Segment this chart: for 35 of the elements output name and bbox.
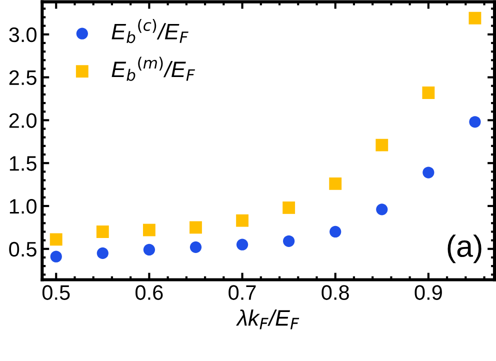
point <box>422 166 434 178</box>
point <box>469 116 481 128</box>
x-tick-label: 0.5 <box>42 285 70 300</box>
legend-label: E$_{b}$$^{(m)}$/E$_{F}$ <box>112 56 196 81</box>
y-tick-label: 1.0 <box>10 198 36 214</box>
x-tick-label: 0.6 <box>136 285 163 300</box>
point <box>282 201 296 214</box>
point <box>190 241 202 253</box>
point <box>96 226 109 238</box>
point <box>142 224 156 236</box>
point <box>143 244 156 256</box>
point <box>329 177 342 190</box>
point <box>376 138 388 152</box>
annotation: (a) <box>448 234 482 264</box>
x-axis-title: λk$_{F}$/E$_{F}$ <box>236 309 300 330</box>
point <box>236 238 248 250</box>
y-tick-label: 1.5 <box>10 156 36 171</box>
point <box>283 235 295 247</box>
point <box>468 12 482 24</box>
point <box>330 226 342 238</box>
point <box>236 214 248 227</box>
y-tick-label: 0.5 <box>9 242 36 257</box>
point <box>190 221 202 234</box>
y-tick-label: 2.5 <box>9 70 36 86</box>
point <box>96 247 108 259</box>
y-tick-label: 3.0 <box>9 27 36 42</box>
y-tick-label: 2.0 <box>9 113 36 128</box>
x-tick-label: 0.9 <box>414 285 442 300</box>
point <box>50 250 62 262</box>
point <box>50 233 62 246</box>
point <box>422 86 435 99</box>
point <box>376 204 388 216</box>
x-tick-label: 0.8 <box>322 285 349 300</box>
legend-label: E$_{b}$$^{(c)}$/E$_{F}$ <box>112 18 188 44</box>
x-tick-label: 0.7 <box>228 285 256 300</box>
